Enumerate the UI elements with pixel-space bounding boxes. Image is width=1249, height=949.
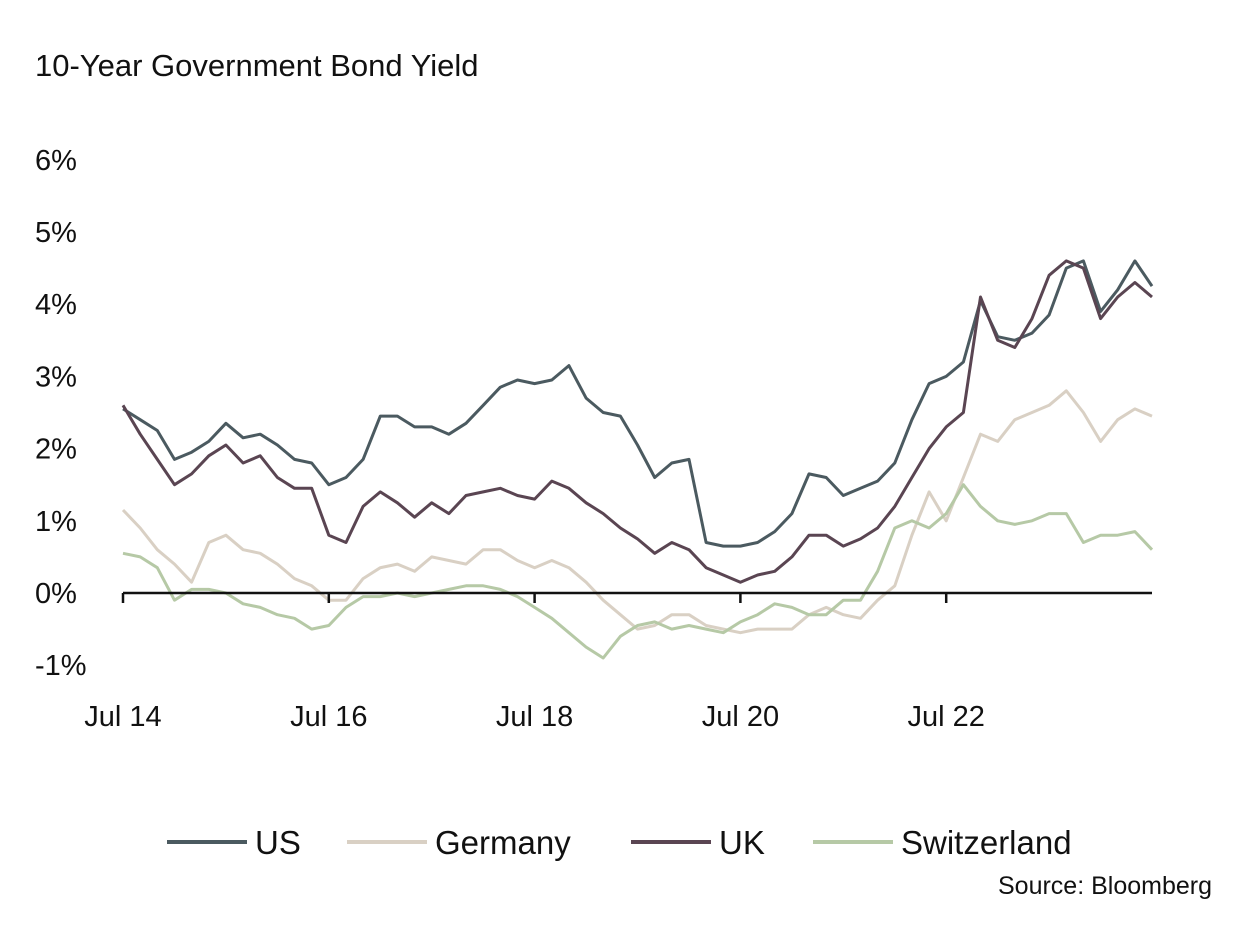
series-line-uk: [121, 259, 1153, 584]
legend-label: Switzerland: [901, 824, 1072, 861]
legend-label: Germany: [435, 824, 571, 861]
x-tick-label: Jul 14: [84, 701, 161, 733]
series-line-germany: [121, 389, 1153, 635]
y-tick-label: 5%: [35, 217, 77, 249]
chart-title: 10-Year Government Bond Yield: [35, 48, 478, 83]
x-tick-label: Jul 16: [290, 701, 367, 733]
x-tick-label: Jul 20: [702, 701, 779, 733]
series-line-switzerland: [122, 483, 1154, 660]
y-tick-label: -1%: [35, 650, 87, 682]
y-tick-label: 6%: [35, 145, 77, 177]
x-tick-label: Jul 18: [496, 701, 573, 733]
y-tick-label: 1%: [35, 506, 77, 538]
series-lines: [121, 259, 1154, 660]
y-axis-labels: 6% 5% 4% 3% 2% 1% 0% -1%: [35, 145, 87, 682]
y-tick-label: 3%: [35, 361, 77, 393]
x-tick-label: Jul 22: [908, 701, 985, 733]
legend-label: US: [255, 824, 301, 861]
y-tick-label: 0%: [35, 578, 77, 610]
x-axis: Jul 14 Jul 16 Jul 18 Jul 20 Jul 22: [84, 591, 1152, 733]
source-note: Source: Bloomberg: [998, 872, 1212, 900]
legend-label: UK: [719, 824, 765, 861]
y-tick-label: 2%: [35, 434, 77, 466]
series-line-us: [122, 259, 1154, 548]
y-tick-label: 4%: [35, 289, 77, 321]
legend: US Germany UK Switzerland: [167, 824, 1072, 861]
